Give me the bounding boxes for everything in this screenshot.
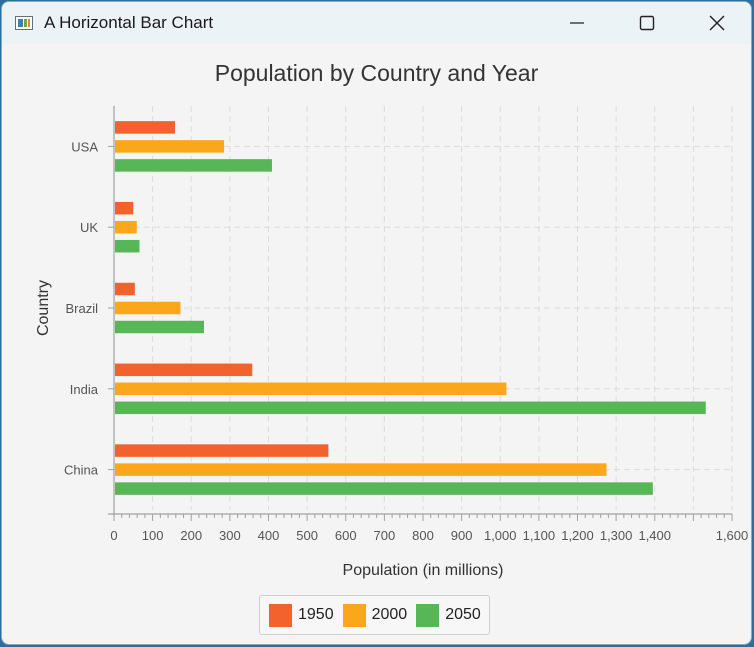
- legend-item-2000: 2000: [342, 603, 408, 627]
- x-tick-label: 700: [374, 528, 396, 543]
- x-tick-label: 1,400: [638, 528, 671, 543]
- java-app-icon: [15, 16, 33, 30]
- legend-label: 2000: [371, 606, 408, 623]
- x-tick-label: 200: [180, 528, 202, 543]
- x-tick-label: 1,600: [716, 528, 749, 543]
- bar-india-1950: [115, 363, 253, 377]
- legend-label: 1950: [298, 606, 334, 623]
- bar-india-2000: [115, 382, 507, 396]
- chart-title: Population by Country and Year: [214, 60, 539, 86]
- bar-usa-2050: [115, 159, 272, 172]
- bar-china-1950: [115, 444, 329, 457]
- x-tick-label: 300: [219, 528, 241, 543]
- x-tick-label: 1,300: [600, 528, 633, 543]
- legend-label: 2050: [445, 606, 481, 623]
- bar-brazil-2050: [115, 320, 204, 334]
- y-tick-label-usa: USA: [71, 139, 98, 154]
- x-tick-label: 500: [296, 528, 318, 543]
- x-tick-label: 1,000: [484, 528, 517, 543]
- close-icon: [709, 15, 725, 31]
- bar-uk-2050: [115, 239, 140, 253]
- y-axis-title: Country: [35, 280, 52, 336]
- y-tick-label-uk: UK: [80, 220, 98, 235]
- bar-chart: 0 100 200 300 400 500 600 700 800 900 1,000 1,100 1,…: [35, 106, 749, 579]
- bar-china-2000: [115, 463, 607, 476]
- legend-swatch: [269, 603, 292, 627]
- title-bar[interactable]: A Horizontal Bar Chart: [2, 2, 751, 44]
- bar-china-2050: [115, 482, 653, 495]
- bar-uk-1950: [115, 201, 134, 215]
- x-axis-title: Population (in millions): [343, 562, 504, 579]
- legend-item-1950: 1950: [269, 603, 334, 627]
- minimize-button[interactable]: [554, 2, 600, 44]
- y-tick-label-india: India: [70, 382, 99, 397]
- x-tick-label: 0: [110, 528, 117, 543]
- x-tick-label: 100: [142, 528, 164, 543]
- x-tick-label: 1,100: [523, 528, 556, 543]
- y-tick-label-china: China: [64, 463, 99, 478]
- bar-uk-2000: [115, 220, 137, 234]
- window-title: A Horizontal Bar Chart: [44, 13, 214, 32]
- bar-india-2050: [115, 401, 706, 415]
- y-tick-label-brazil: Brazil: [65, 301, 98, 316]
- x-tick-label: 1,200: [561, 528, 594, 543]
- minimize-icon: [570, 22, 584, 24]
- bar-brazil-2000: [115, 301, 181, 315]
- x-tick-label: 600: [335, 528, 357, 543]
- bar-brazil-1950: [115, 282, 135, 296]
- close-button[interactable]: [694, 2, 740, 44]
- bar-usa-1950: [115, 121, 176, 134]
- x-tick-label: 800: [412, 528, 434, 543]
- legend-item-2050: 2050: [416, 603, 481, 627]
- legend-swatch: [416, 603, 440, 627]
- legend-swatch: [342, 603, 366, 627]
- maximize-icon: [639, 15, 655, 31]
- bar-usa-2000: [115, 140, 225, 153]
- maximize-button[interactable]: [624, 2, 670, 44]
- x-tick-label: 900: [451, 528, 473, 543]
- chart-legend: 1950 2000 2050: [259, 595, 490, 635]
- x-tick-label: 400: [258, 528, 280, 543]
